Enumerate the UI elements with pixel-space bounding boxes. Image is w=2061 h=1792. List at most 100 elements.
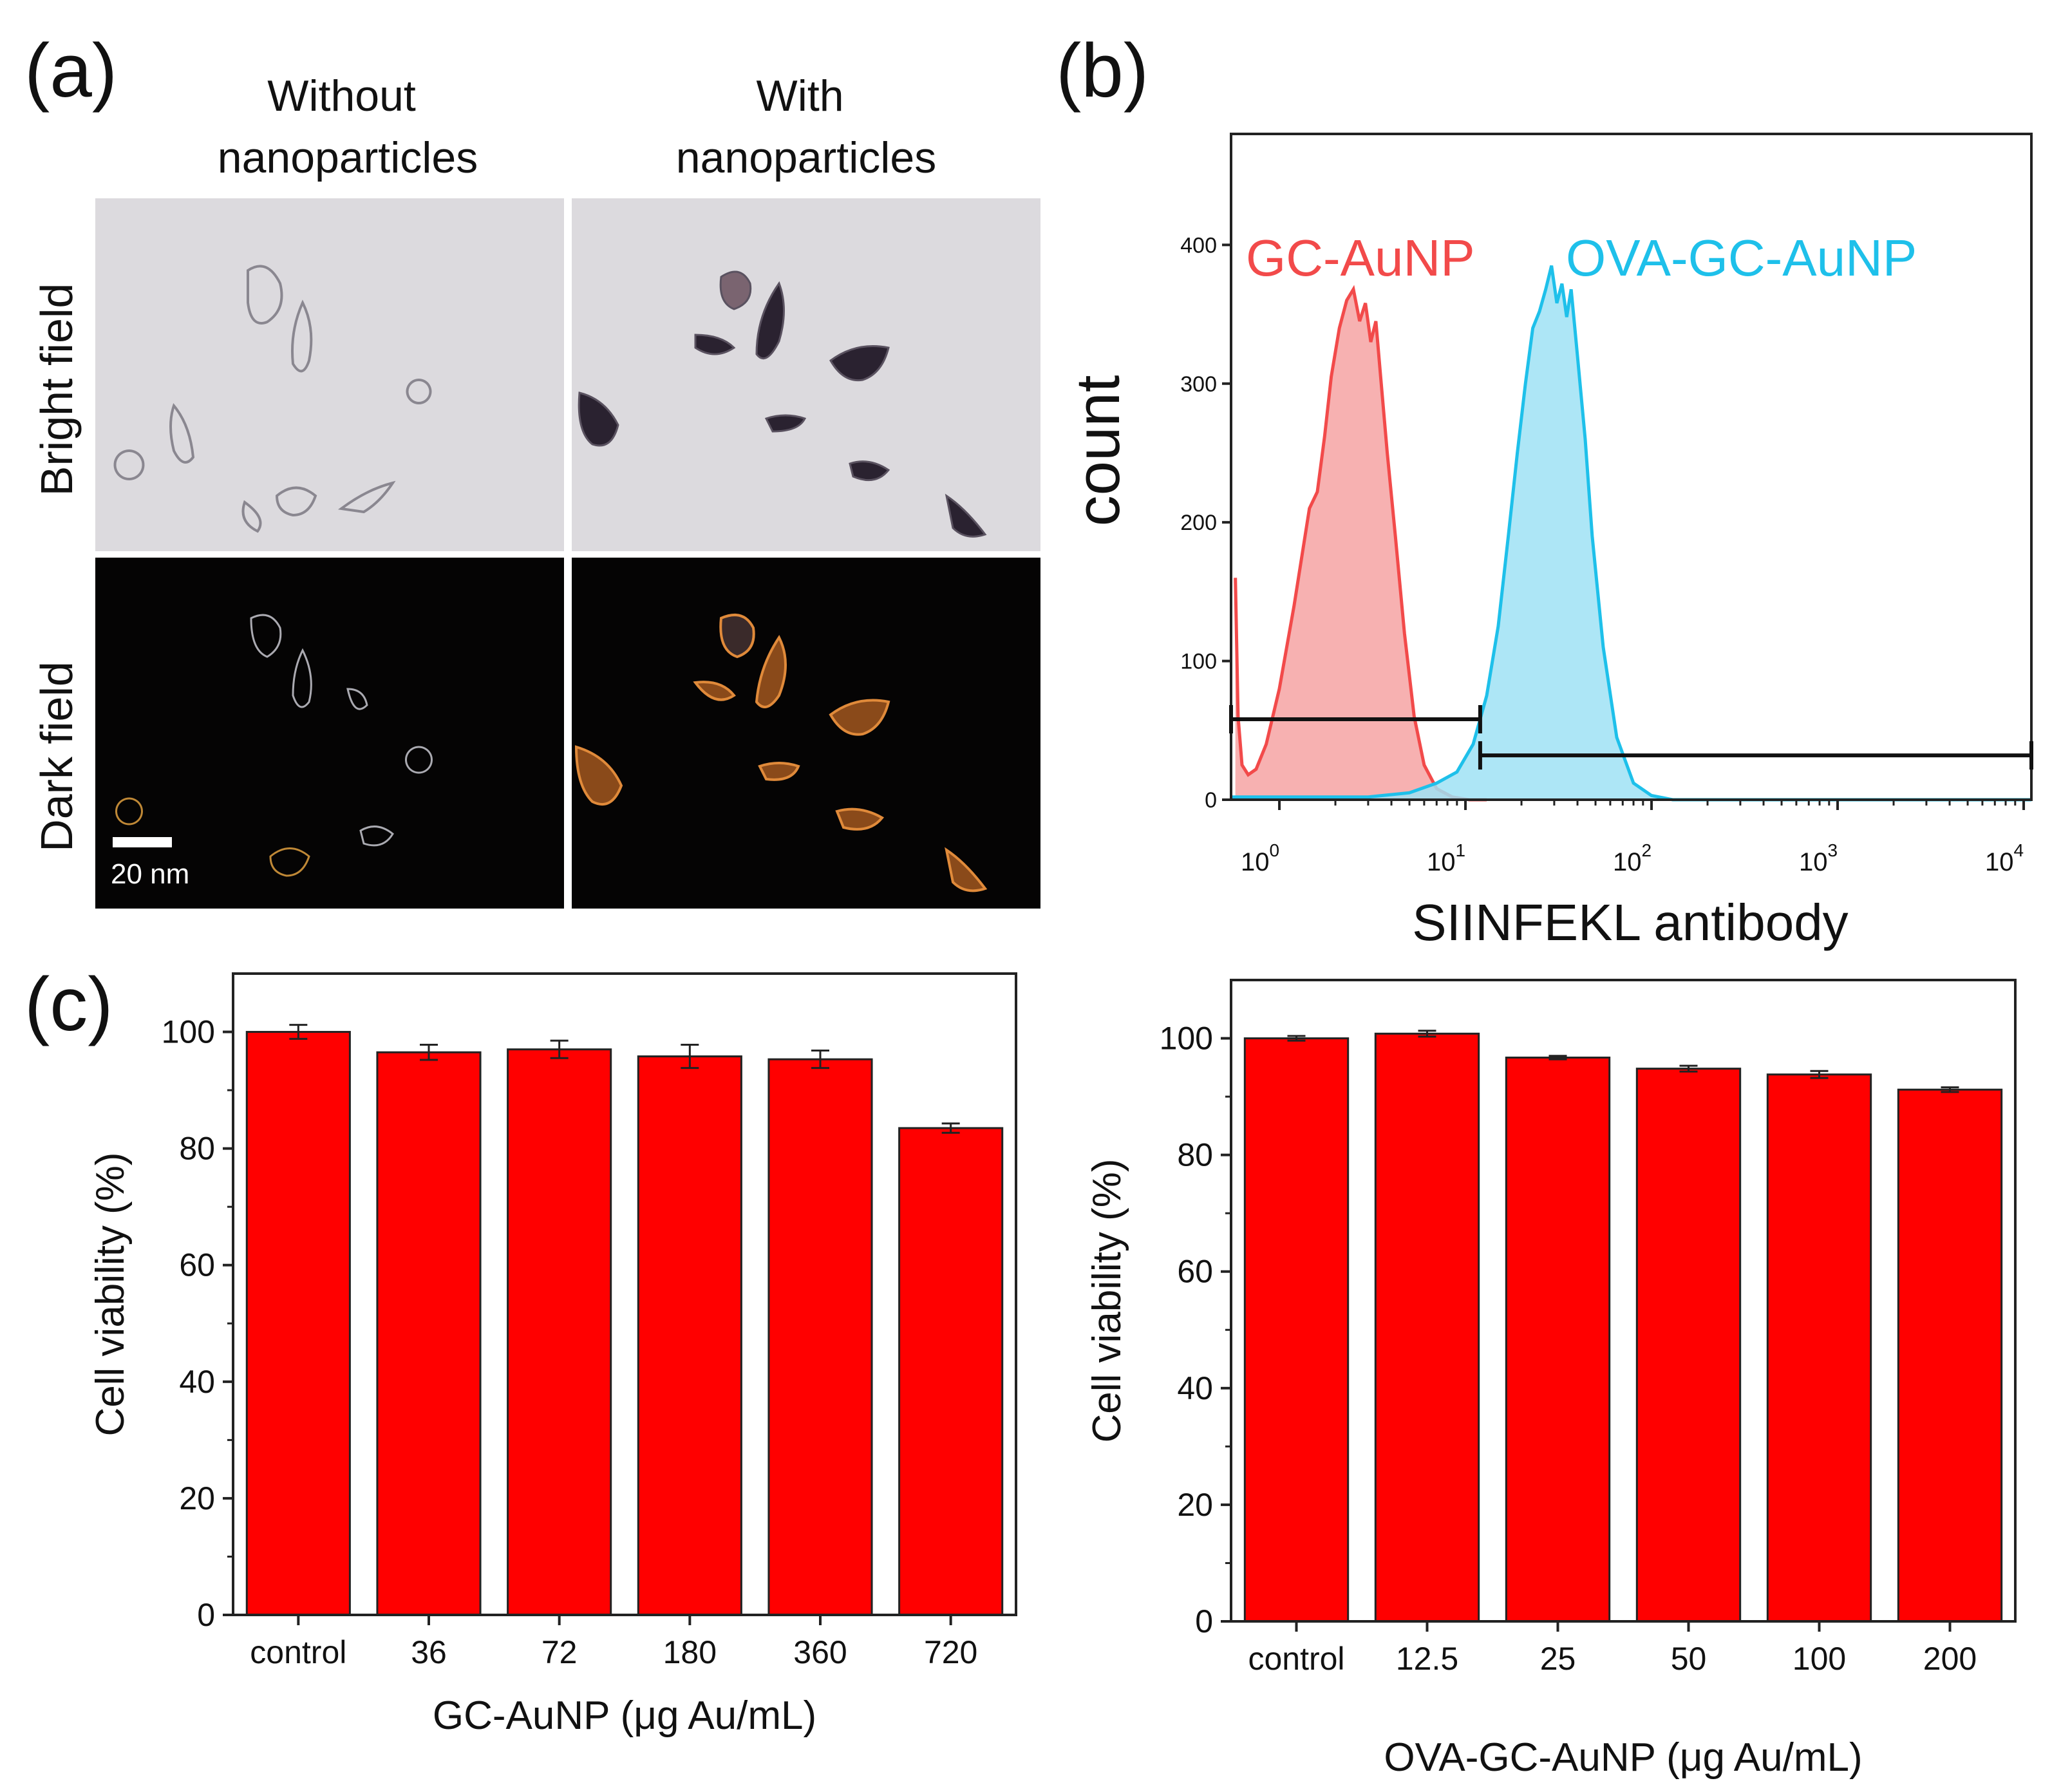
row-label-bright-field: Bright field xyxy=(32,283,82,496)
bar-72 xyxy=(507,1048,612,1616)
micrograph-bright-without xyxy=(95,198,564,551)
scale-bar-label: 20 nm xyxy=(111,858,189,890)
histogram-fill-gc-aunp xyxy=(1235,289,1487,800)
dark-cell xyxy=(292,648,312,708)
x-tick-label: 101 xyxy=(1427,840,1465,876)
stained-cell xyxy=(578,391,619,447)
y-tick-label: 60 xyxy=(179,1247,215,1283)
histogram-line-ova-gc-aunp xyxy=(1231,265,2031,802)
stained-cell xyxy=(829,345,890,382)
y-tick-label: 0 xyxy=(1195,1603,1213,1639)
x-tick-label: 720 xyxy=(924,1634,977,1670)
dark-cell xyxy=(405,746,433,774)
y-tick-label: 60 xyxy=(1177,1254,1213,1290)
stained-cell xyxy=(694,334,736,355)
x-tick-label: 72 xyxy=(541,1634,578,1670)
legend-ova-gc-aunp: OVA-GC-AuNP xyxy=(1566,229,1917,287)
cell-outline xyxy=(113,449,145,480)
bar-12.5 xyxy=(1374,1032,1480,1623)
column-header-without-line1: Without xyxy=(267,71,416,120)
x-tick-label: control xyxy=(1248,1641,1344,1677)
x-tick-exponent: 2 xyxy=(1641,840,1652,860)
plot-frame xyxy=(1230,979,2017,1623)
micrograph-grid: 20 nm xyxy=(95,198,1040,909)
y-tick-label: 0 xyxy=(197,1597,215,1633)
y-tick-label: 40 xyxy=(179,1364,215,1400)
panel-label-b: (b) xyxy=(1056,28,1149,113)
cell-outline xyxy=(275,486,317,517)
bar-control xyxy=(1243,1037,1350,1623)
x-tick-exponent: 1 xyxy=(1455,840,1465,860)
y-tick-label: 100 xyxy=(162,1014,215,1050)
dark-np-cell xyxy=(719,614,755,659)
cell-outline xyxy=(406,379,432,404)
column-header-with: With nanoparticles xyxy=(676,71,936,182)
viability-chart-gc-aunp: control 36 72 180 360 720 0 20 40 60 80 100 GC-AuNP … xyxy=(88,972,1017,1738)
y-tick-label: 20 xyxy=(179,1480,215,1516)
y-tick-label: 80 xyxy=(1177,1137,1213,1173)
row-label-dark-field: Dark field xyxy=(32,661,82,852)
micrograph-dark-without-bg xyxy=(95,558,564,909)
bar-200 xyxy=(1897,1088,2003,1623)
y-tick-label: 400 xyxy=(1180,233,1217,258)
cell-outline xyxy=(247,265,283,325)
bar-180 xyxy=(637,1055,742,1616)
x-tick-exponent: 0 xyxy=(1269,840,1279,860)
x-tick-label: 36 xyxy=(411,1634,447,1670)
column-header-with-line1: With xyxy=(757,71,844,120)
micrograph-dark-without: 20 nm xyxy=(95,558,564,909)
micrograph-bright-with xyxy=(572,198,1040,551)
plot-frame xyxy=(1230,133,2033,801)
cell-outline xyxy=(241,500,262,533)
x-tick-base: 10 xyxy=(1241,848,1270,876)
viability-chart-ova-gc-aunp: control 12.5 25 50 100 200 0 20 40 60 80 100 OVA-GC-… xyxy=(1085,979,2017,1780)
dark-cell xyxy=(250,614,282,658)
x-tick-base: 10 xyxy=(1427,848,1456,876)
x-tick-base: 10 xyxy=(1613,848,1642,876)
y-tick-label: 200 xyxy=(1180,511,1217,535)
dark-cell xyxy=(346,688,368,710)
y-axis-label: Cell viability (%) xyxy=(88,1153,133,1437)
column-header-with-line2: nanoparticles xyxy=(676,133,936,182)
x-tick-label: 104 xyxy=(1985,840,2024,876)
y-tick-label: 20 xyxy=(1177,1487,1213,1523)
cell-outline xyxy=(291,299,313,373)
dark-np-cell xyxy=(755,635,787,708)
bar-50 xyxy=(1635,1068,1742,1623)
y-tick-label: 40 xyxy=(1177,1370,1213,1406)
bar-control xyxy=(245,1031,351,1616)
dark-np-cell xyxy=(945,847,988,892)
bar-100 xyxy=(1766,1073,1872,1623)
x-tick-label: 102 xyxy=(1613,840,1652,876)
y-axis-label: Cell viability (%) xyxy=(1085,1159,1129,1443)
stained-cell xyxy=(755,281,785,360)
dark-np-cell xyxy=(829,699,890,736)
column-header-without-line2: nanoparticles xyxy=(218,133,478,182)
x-tick-exponent: 3 xyxy=(1827,840,1838,860)
micrograph-bright-with-bg xyxy=(572,198,1040,551)
stained-cell xyxy=(719,270,752,310)
bar-36 xyxy=(376,1051,482,1616)
x-tick-label: 50 xyxy=(1671,1641,1707,1677)
dark-cell xyxy=(115,797,143,825)
dark-np-cell xyxy=(693,681,736,701)
y-tick-label: 0 xyxy=(1205,788,1217,813)
x-tick-exponent: 4 xyxy=(2013,840,2024,860)
y-tick-label: 300 xyxy=(1180,372,1217,397)
x-axis-label: GC-AuNP (μg Au/mL) xyxy=(433,1693,816,1738)
x-tick-label: 100 xyxy=(1793,1641,1846,1677)
bar-360 xyxy=(767,1058,873,1616)
x-tick-label: 200 xyxy=(1923,1641,1977,1677)
micrograph-dark-with xyxy=(572,558,1040,909)
stained-cell xyxy=(764,414,807,433)
stained-cell xyxy=(945,493,987,538)
y-tick-label: 100 xyxy=(1160,1021,1213,1057)
dark-cell xyxy=(359,825,394,847)
x-axis-label: SIINFEKL antibody xyxy=(1412,894,1848,951)
x-tick-label: 103 xyxy=(1799,840,1838,876)
panel-label-a: (a) xyxy=(24,28,117,113)
scale-bar xyxy=(113,837,172,847)
dark-cell xyxy=(269,847,310,877)
x-tick-label: 25 xyxy=(1540,1641,1576,1677)
